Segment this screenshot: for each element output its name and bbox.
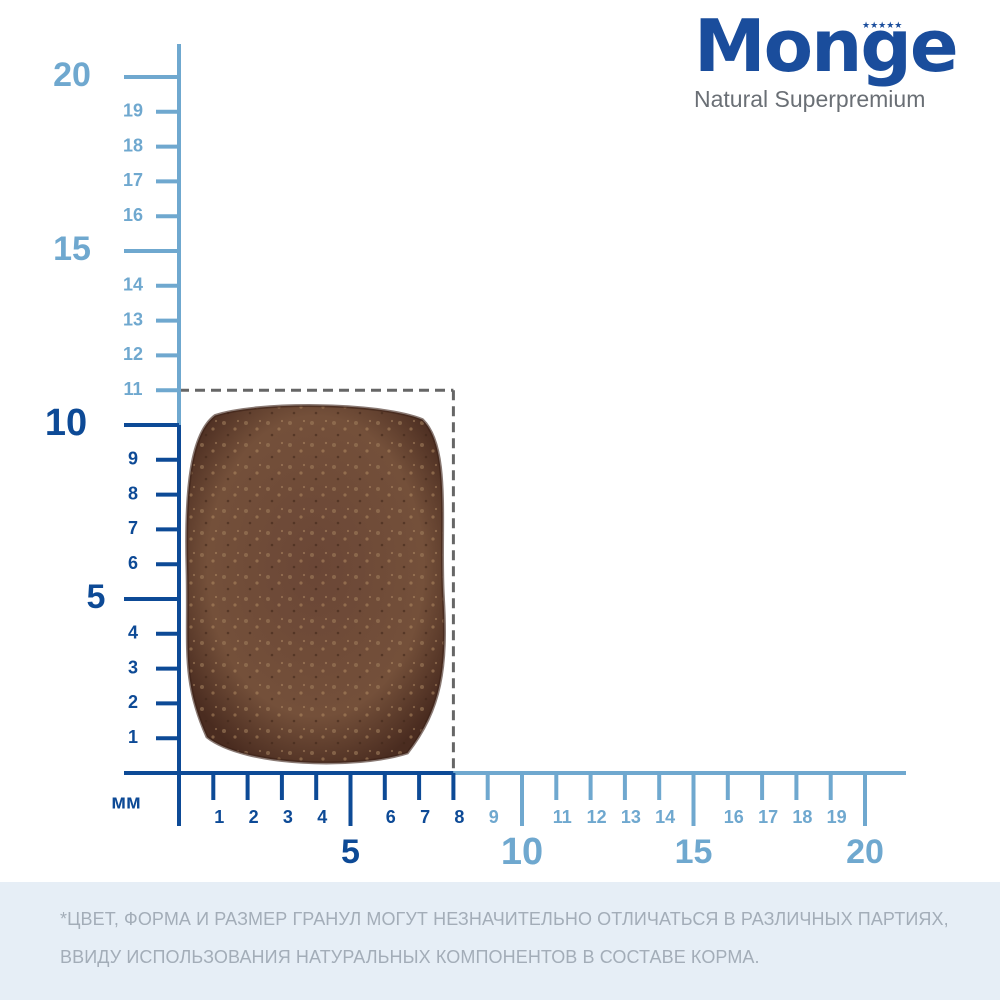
y-label-major-5: 5 <box>87 578 106 616</box>
disclaimer-line-1: *ЦВЕТ, ФОРМА И РАЗМЕР ГРАНУЛ МОГУТ НЕЗНА… <box>60 909 949 929</box>
x-label-minor-14: 14 <box>655 807 675 827</box>
y-label-minor-11: 11 <box>123 379 142 399</box>
y-label-major-15: 15 <box>53 230 91 268</box>
brand-stars-icon: ★★★★★ <box>862 20 903 30</box>
disclaimer-band <box>0 882 1000 1000</box>
x-label-minor-13: 13 <box>621 807 641 827</box>
y-label-minor-7: 7 <box>128 518 138 538</box>
x-label-major-15: 15 <box>675 833 713 871</box>
x-label-minor-12: 12 <box>587 807 607 827</box>
disclaimer-line-2: ВВИДУ ИСПОЛЬЗОВАНИЯ НАТУРАЛЬНЫХ КОМПОНЕН… <box>60 947 760 967</box>
x-label-minor-11: 11 <box>553 807 572 827</box>
unit-label: мм <box>111 791 141 813</box>
x-label-minor-1: 1 <box>214 807 224 827</box>
brand-logo: Monge ★★★★★ Natural Superpremium <box>694 6 964 112</box>
disclaimer-text: *ЦВЕТ, ФОРМА И РАЗМЕР ГРАНУЛ МОГУТ НЕЗНА… <box>60 900 960 976</box>
x-label-minor-16: 16 <box>724 807 744 827</box>
y-label-minor-17: 17 <box>123 170 143 190</box>
x-label-minor-17: 17 <box>758 807 778 827</box>
y-label-minor-12: 12 <box>123 344 143 364</box>
x-label-minor-3: 3 <box>283 807 293 827</box>
brand-tagline: Natural Superpremium <box>694 86 926 112</box>
kibble-sample <box>185 404 446 765</box>
x-label-major-10: 10 <box>501 831 543 873</box>
x-label-minor-6: 6 <box>386 807 396 827</box>
y-label-minor-16: 16 <box>123 205 143 225</box>
x-label-minor-9: 9 <box>489 807 499 827</box>
brand-wordmark: Monge <box>694 4 959 88</box>
x-label-minor-18: 18 <box>792 807 812 827</box>
y-label-minor-2: 2 <box>128 692 138 712</box>
x-label-major-5: 5 <box>341 833 360 871</box>
kibble-edge <box>185 404 446 765</box>
y-label-minor-1: 1 <box>128 727 138 747</box>
y-label-major-10: 10 <box>45 402 87 444</box>
y-label-major-20: 20 <box>53 56 91 94</box>
kibble-texture <box>186 405 445 763</box>
x-label-minor-19: 19 <box>827 807 847 827</box>
x-label-major-20: 20 <box>846 833 884 871</box>
x-label-minor-2: 2 <box>249 807 259 827</box>
y-label-minor-3: 3 <box>128 657 138 677</box>
y-label-minor-4: 4 <box>128 623 138 643</box>
y-label-minor-18: 18 <box>123 135 143 155</box>
y-label-minor-6: 6 <box>128 553 138 573</box>
y-label-minor-19: 19 <box>123 101 143 121</box>
x-label-minor-8: 8 <box>454 807 464 827</box>
x-label-minor-7: 7 <box>420 807 430 827</box>
x-label-minor-4: 4 <box>317 807 327 827</box>
y-label-minor-14: 14 <box>123 275 143 295</box>
y-label-minor-8: 8 <box>128 483 138 503</box>
y-label-minor-9: 9 <box>128 449 138 469</box>
y-label-minor-13: 13 <box>123 309 143 329</box>
